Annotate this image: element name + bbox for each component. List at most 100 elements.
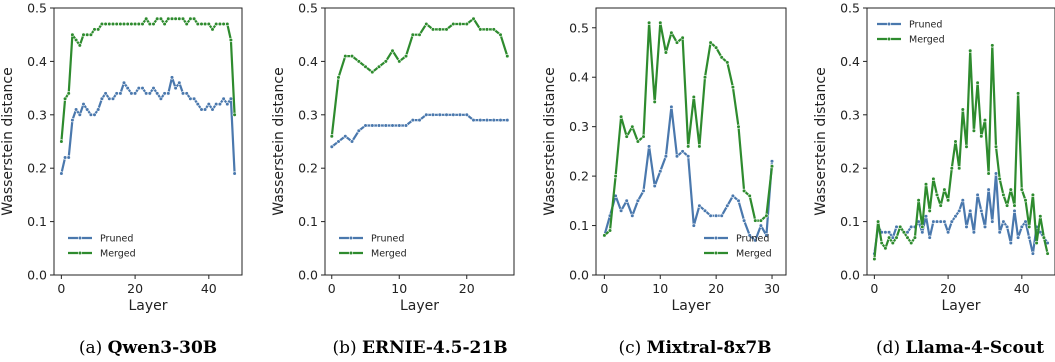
- data-point-merged: [430, 27, 436, 32]
- data-point-pruned: [62, 155, 68, 160]
- data-point-merged: [741, 188, 747, 193]
- data-point-pruned: [883, 230, 888, 235]
- data-point-merged: [464, 21, 469, 27]
- data-point-merged: [663, 50, 669, 55]
- data-point-pruned: [184, 91, 189, 96]
- y-axis-title: Wasserstein distance: [813, 67, 829, 215]
- legend-marker-pruned: [713, 235, 719, 241]
- data-point-pruned: [158, 96, 163, 101]
- data-point-pruned: [1015, 235, 1021, 240]
- data-point-merged: [1041, 235, 1046, 240]
- y-tick-label: 0.3: [298, 107, 318, 122]
- legend-label-pruned: Pruned: [909, 20, 942, 31]
- data-point-pruned: [444, 112, 449, 117]
- data-point-merged: [217, 21, 222, 27]
- data-point-merged: [953, 139, 958, 144]
- data-point-pruned: [383, 123, 388, 128]
- data-point-merged: [986, 171, 991, 176]
- data-point-merged: [1045, 251, 1050, 256]
- caption-title: Qwen3-30B: [108, 338, 218, 358]
- x-tick-label: 10: [391, 281, 407, 296]
- data-point-pruned: [997, 230, 1002, 235]
- data-point-pruned: [136, 85, 141, 91]
- data-point-pruned: [686, 154, 691, 159]
- data-point-merged: [613, 174, 618, 179]
- data-point-pruned: [894, 224, 899, 229]
- data-point-pruned: [927, 235, 932, 240]
- data-point-merged: [905, 235, 910, 240]
- data-point-merged: [602, 233, 607, 238]
- legend-label-merged: Merged: [736, 249, 772, 260]
- data-point-pruned: [747, 233, 752, 238]
- data-point-merged: [931, 176, 936, 181]
- data-point-pruned: [349, 139, 355, 144]
- x-tick-label: 40: [201, 281, 217, 296]
- y-tick-label: 0.0: [298, 268, 318, 283]
- data-point-merged: [927, 208, 932, 213]
- data-point-merged: [147, 21, 152, 27]
- series-line-merged: [603, 21, 774, 237]
- data-point-pruned: [663, 154, 669, 159]
- x-tick-label: 40: [1014, 281, 1030, 296]
- data-point-pruned: [336, 139, 341, 144]
- data-point-merged: [195, 21, 200, 27]
- legend-label-merged: Merged: [100, 249, 136, 260]
- data-point-pruned: [121, 80, 127, 85]
- data-point-merged: [630, 124, 635, 129]
- data-point-merged: [730, 84, 736, 90]
- chart-panel-1: 0.0 0.1 0.2 0.3 0.4 0.5 0 20 40 Layer Wasserstein …: [0, 1, 243, 358]
- data-point-merged: [997, 176, 1002, 181]
- data-point-pruned: [964, 224, 969, 229]
- data-point-pruned: [73, 107, 79, 112]
- data-point-merged: [1008, 187, 1013, 192]
- data-point-pruned: [697, 203, 702, 208]
- data-point-merged: [403, 53, 409, 59]
- data-point-pruned: [769, 159, 775, 164]
- y-tick-label: 0.1: [298, 214, 318, 229]
- data-point-pruned: [129, 91, 134, 96]
- data-point-merged: [214, 21, 219, 27]
- legend-label-pruned: Pruned: [371, 234, 404, 245]
- data-point-pruned: [484, 117, 490, 123]
- data-point-pruned: [103, 91, 108, 96]
- data-point-merged: [329, 134, 334, 139]
- data-point-merged: [697, 144, 702, 149]
- data-point-pruned: [221, 96, 226, 101]
- data-point-merged: [1027, 224, 1032, 229]
- data-point-pruned: [403, 123, 409, 128]
- data-point-pruned: [410, 117, 415, 123]
- data-point-merged: [451, 21, 456, 27]
- y-tick-label: 0.0: [27, 268, 47, 283]
- data-point-pruned: [110, 96, 116, 101]
- data-point-pruned: [630, 213, 635, 218]
- data-point-merged: [769, 164, 775, 169]
- data-point-pruned: [356, 128, 361, 133]
- data-point-pruned: [658, 169, 663, 174]
- data-point-merged: [990, 43, 995, 48]
- x-tick-label: 20: [459, 281, 475, 296]
- data-point-merged: [162, 21, 167, 27]
- data-point-merged: [669, 30, 674, 35]
- data-point-merged: [945, 198, 951, 203]
- data-point-pruned: [1027, 235, 1032, 240]
- data-point-merged: [129, 21, 134, 27]
- y-tick-label: 0.2: [569, 169, 589, 184]
- data-point-merged: [920, 224, 925, 229]
- chart-panel-3: 0.0 0.1 0.2 0.3 0.4 0.5 0 10 20 30 Layer Wasserstei…: [542, 7, 787, 358]
- data-point-merged: [88, 32, 93, 37]
- data-point-merged: [110, 21, 116, 27]
- data-point-merged: [410, 32, 415, 37]
- data-point-pruned: [968, 208, 973, 213]
- y-tick-label: 0.5: [27, 1, 47, 16]
- data-point-merged: [719, 55, 724, 60]
- y-tick-label: 0.0: [840, 268, 860, 283]
- data-point-merged: [136, 21, 141, 27]
- data-point-pruned: [931, 219, 936, 224]
- x-axis-title: Layer: [128, 298, 167, 314]
- data-point-merged: [370, 69, 375, 75]
- data-point-pruned: [118, 91, 123, 96]
- data-point-merged: [62, 96, 68, 101]
- data-point-merged: [457, 21, 463, 27]
- data-point-merged: [155, 16, 160, 21]
